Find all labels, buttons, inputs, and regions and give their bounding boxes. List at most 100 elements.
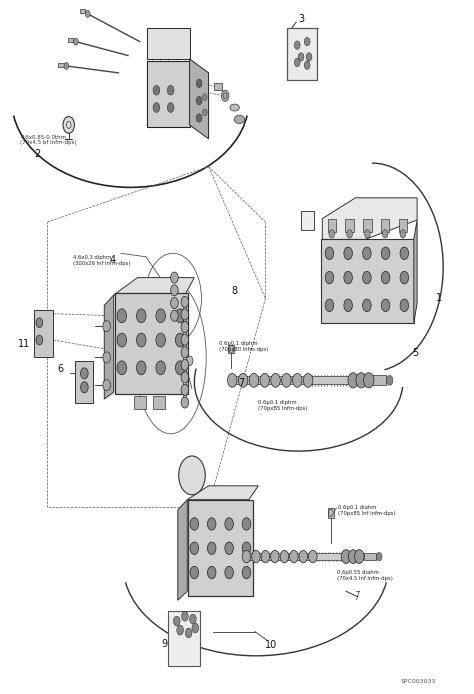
Text: 0.6p0.55 diahm
(70x4.5 lnf lnfm-dps): 0.6p0.55 diahm (70x4.5 lnf lnfm-dps) [337, 570, 392, 582]
Polygon shape [104, 295, 114, 399]
Polygon shape [178, 500, 187, 600]
Circle shape [282, 373, 291, 387]
Bar [364, 553, 375, 560]
Circle shape [228, 373, 237, 387]
Circle shape [208, 518, 216, 530]
Circle shape [325, 271, 334, 284]
Circle shape [167, 85, 174, 95]
Circle shape [190, 542, 199, 555]
Circle shape [167, 103, 174, 112]
Circle shape [294, 58, 300, 67]
Bar [168, 611, 200, 666]
Circle shape [298, 53, 304, 61]
Circle shape [137, 361, 146, 375]
Circle shape [309, 550, 317, 563]
Text: 4: 4 [110, 255, 116, 265]
Bar [328, 219, 336, 232]
Circle shape [225, 566, 233, 579]
Bar [372, 375, 386, 385]
Circle shape [171, 310, 178, 321]
Bar [115, 294, 188, 394]
Bar [68, 38, 73, 42]
Circle shape [381, 271, 390, 284]
Circle shape [325, 299, 334, 312]
Bar [328, 508, 334, 518]
Circle shape [304, 37, 310, 46]
Bar [147, 61, 190, 126]
Circle shape [400, 299, 409, 312]
Ellipse shape [230, 104, 239, 111]
Circle shape [153, 85, 160, 95]
Text: 11: 11 [18, 339, 30, 348]
Text: 1: 1 [436, 294, 442, 303]
Circle shape [173, 616, 180, 626]
Text: 2: 2 [34, 149, 40, 159]
Bar [286, 28, 317, 80]
Circle shape [306, 53, 312, 61]
Circle shape [153, 103, 160, 112]
Ellipse shape [234, 115, 245, 124]
Text: 3: 3 [299, 15, 305, 24]
Circle shape [363, 271, 371, 284]
Circle shape [81, 382, 88, 393]
Circle shape [177, 625, 183, 635]
Text: 0.6p0.1 diphm
(70pxB5 lnfm-dps): 0.6p0.1 diphm (70pxB5 lnfm-dps) [258, 400, 308, 412]
Circle shape [348, 550, 358, 564]
Polygon shape [414, 220, 417, 323]
Circle shape [364, 373, 374, 388]
Circle shape [175, 333, 185, 347]
Bar [58, 63, 64, 67]
Circle shape [382, 230, 388, 238]
Bar [34, 310, 53, 357]
Circle shape [242, 542, 251, 555]
Circle shape [117, 309, 127, 323]
Circle shape [355, 550, 364, 564]
Circle shape [156, 333, 165, 347]
Circle shape [137, 333, 146, 347]
Circle shape [280, 550, 289, 563]
Bar [80, 9, 85, 13]
Circle shape [117, 333, 127, 347]
Circle shape [344, 247, 353, 260]
Circle shape [81, 368, 88, 379]
Circle shape [341, 550, 351, 564]
Bar [399, 219, 407, 232]
Circle shape [400, 247, 409, 260]
Circle shape [202, 94, 207, 101]
Circle shape [249, 373, 259, 387]
Circle shape [137, 309, 146, 323]
Circle shape [221, 90, 229, 101]
Circle shape [242, 518, 251, 530]
Circle shape [186, 356, 193, 366]
Text: 10: 10 [264, 641, 277, 650]
Circle shape [171, 272, 178, 283]
Circle shape [181, 372, 189, 383]
Circle shape [179, 456, 205, 495]
Bar [188, 500, 253, 596]
Circle shape [292, 373, 302, 387]
Bar [153, 396, 165, 409]
Circle shape [344, 299, 353, 312]
Circle shape [196, 79, 202, 87]
Circle shape [64, 62, 69, 69]
Circle shape [171, 285, 178, 296]
Circle shape [271, 373, 280, 387]
Circle shape [290, 550, 298, 563]
Circle shape [242, 566, 251, 579]
Circle shape [347, 230, 353, 238]
Text: SPC003033: SPC003033 [401, 679, 436, 684]
Text: 4.6x0.3 diphm
(300x26 lnf lnfm-dps): 4.6x0.3 diphm (300x26 lnf lnfm-dps) [73, 255, 131, 266]
Circle shape [156, 361, 165, 375]
Circle shape [363, 247, 371, 260]
Bar [228, 345, 234, 353]
Polygon shape [147, 28, 190, 59]
Bar [183, 302, 186, 406]
Circle shape [208, 566, 216, 579]
Bar [75, 361, 93, 403]
Circle shape [181, 334, 189, 345]
Circle shape [252, 550, 260, 563]
Circle shape [175, 309, 185, 323]
Text: 6: 6 [57, 364, 63, 374]
Bar [363, 219, 372, 232]
Circle shape [181, 309, 189, 320]
